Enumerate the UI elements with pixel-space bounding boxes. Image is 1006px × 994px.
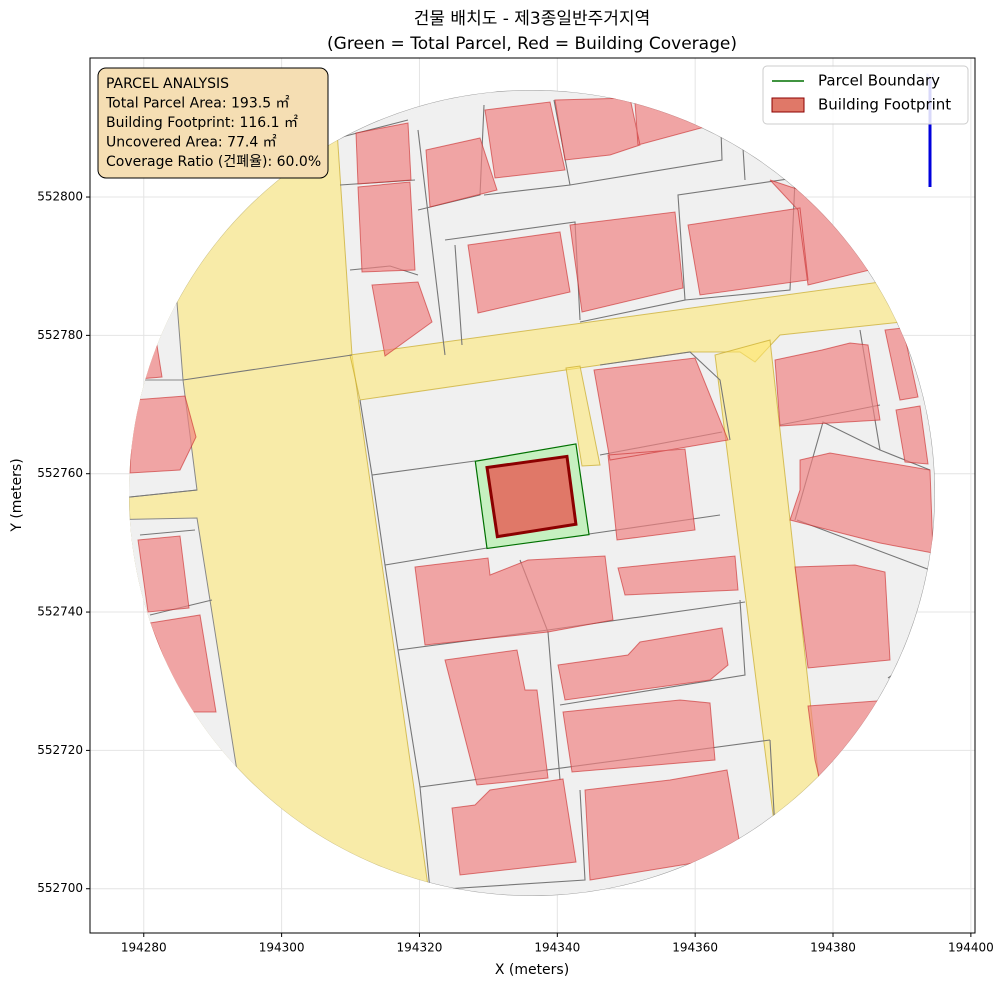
x-tick-label: 194340 (534, 941, 580, 955)
y-tick-label: 552700 (37, 881, 83, 895)
annotation-line: Building Footprint: 116.1 ㎡ (106, 115, 298, 131)
chart-title: 건물 배치도 - 제3종일반주거지역 (414, 9, 650, 29)
x-tick-label: 194360 (672, 941, 718, 955)
annotation-line: Total Parcel Area: 193.5 ㎡ (105, 96, 290, 112)
annotation-line: Coverage Ratio (건폐율): 60.0% (106, 154, 321, 170)
data-layer (474, 443, 590, 550)
x-tick-label: 194380 (810, 941, 856, 955)
context-buildings (129, 97, 934, 881)
y-tick-label: 552760 (37, 466, 83, 480)
x-tick-label: 194320 (397, 941, 443, 955)
annotation: PARCEL ANALYSIS Total Parcel Area: 193.5 … (105, 76, 321, 170)
legend-label: Building Footprint (818, 96, 951, 114)
x-tick-label: 194400 (948, 941, 994, 955)
x-tick-label: 194280 (121, 941, 167, 955)
y-tick-label: 552800 (37, 190, 83, 204)
polygon (485, 454, 578, 539)
legend-swatch (771, 97, 805, 113)
annotation-box (97, 67, 329, 179)
y-tick-label: 552720 (37, 743, 83, 757)
y-axis-label: Y (meters) (9, 458, 25, 532)
legend-label: Parcel Boundary (818, 72, 940, 90)
chart-subtitle: (Green = Total Parcel, Red = Building Co… (327, 34, 737, 54)
road (565, 365, 601, 467)
y-tick-label: 552780 (37, 328, 83, 342)
annotation-line: Uncovered Area: 77.4 ㎡ (106, 135, 277, 151)
legend-entries: Parcel Boundary Building Footprint (771, 72, 951, 114)
legend (762, 65, 969, 125)
annotation-line: PARCEL ANALYSIS (106, 76, 229, 92)
axes-frame (89, 57, 976, 934)
y-tick-label: 552740 (37, 605, 83, 619)
x-tick-label: 194300 (259, 941, 305, 955)
x-axis-label: X (meters) (495, 962, 569, 978)
